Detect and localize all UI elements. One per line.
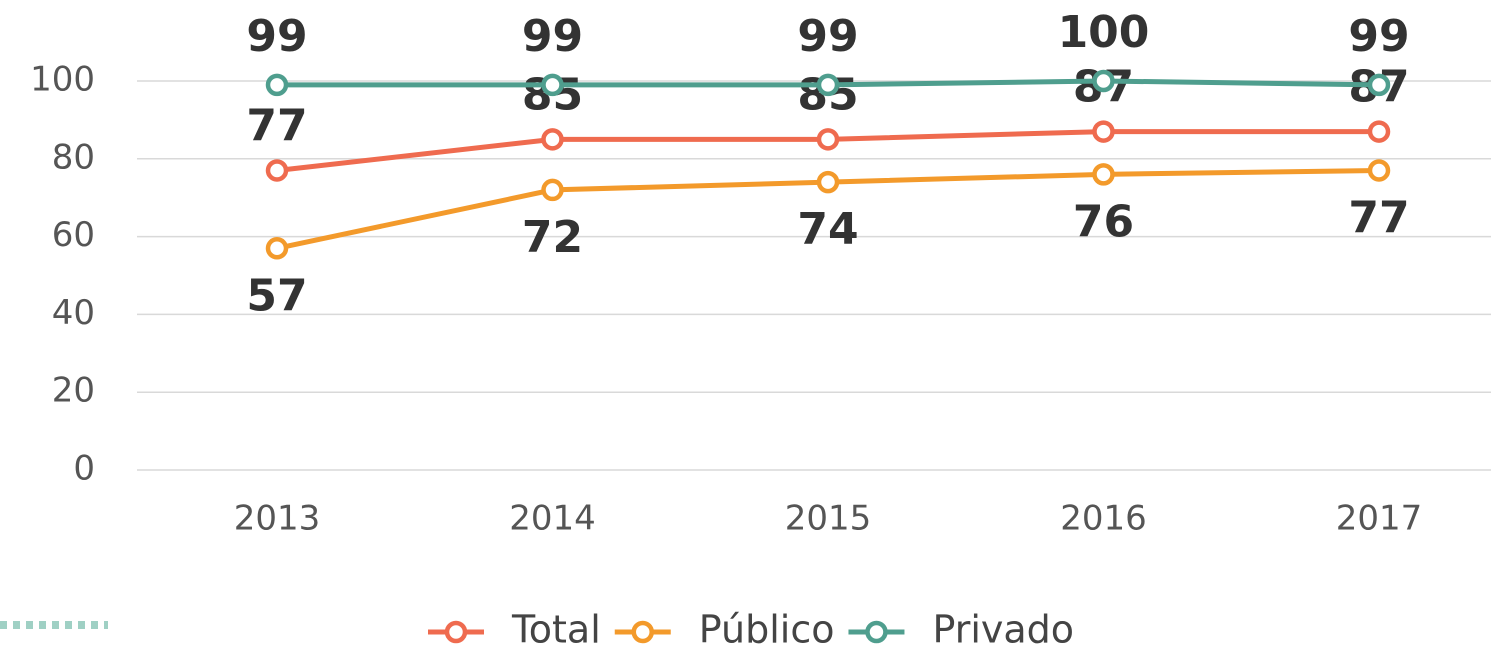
data-label: 99: [797, 11, 858, 62]
y-tick-label: 0: [73, 449, 95, 489]
point: [541, 128, 564, 151]
point: [1367, 120, 1391, 143]
point: [1092, 163, 1115, 186]
point: [541, 178, 564, 202]
data-label: 99: [1348, 11, 1409, 62]
legend-marker: [631, 620, 654, 644]
point: [265, 237, 289, 260]
legend-label: Total: [511, 608, 601, 648]
legend-marker: [865, 620, 888, 644]
point: [1092, 120, 1115, 143]
data-label: 72: [522, 212, 583, 263]
legend-label: Privado: [932, 608, 1074, 648]
point: [1092, 69, 1115, 93]
point: [816, 128, 840, 151]
y-tick-label: 40: [52, 293, 95, 333]
data-label: 100: [1058, 7, 1150, 58]
data-label: 99: [522, 11, 583, 62]
point: [541, 73, 564, 97]
x-tick-label: 2016: [1060, 499, 1147, 539]
data-label: 77: [1348, 192, 1409, 243]
y-tick-label: 80: [52, 137, 95, 177]
data-label: 77: [246, 100, 307, 151]
data-label: 76: [1073, 196, 1134, 247]
legend-marker: [444, 620, 468, 644]
point: [265, 73, 289, 97]
point: [816, 170, 840, 194]
data-label: 74: [797, 204, 858, 255]
y-tick-label: 20: [52, 371, 95, 411]
y-tick-label: 100: [30, 60, 95, 100]
point: [1367, 73, 1391, 97]
data-label: 57: [246, 270, 307, 321]
y-tick-label: 60: [52, 215, 95, 255]
point: [265, 159, 289, 182]
data-label: 99: [246, 11, 307, 62]
x-tick-label: 2014: [509, 499, 596, 539]
legend-label: Público: [699, 608, 835, 648]
x-tick-label: 2017: [1336, 499, 1423, 539]
point: [816, 73, 840, 97]
x-tick-label: 2015: [785, 499, 872, 539]
point: [1367, 159, 1391, 182]
x-tick-label: 2013: [234, 499, 321, 539]
